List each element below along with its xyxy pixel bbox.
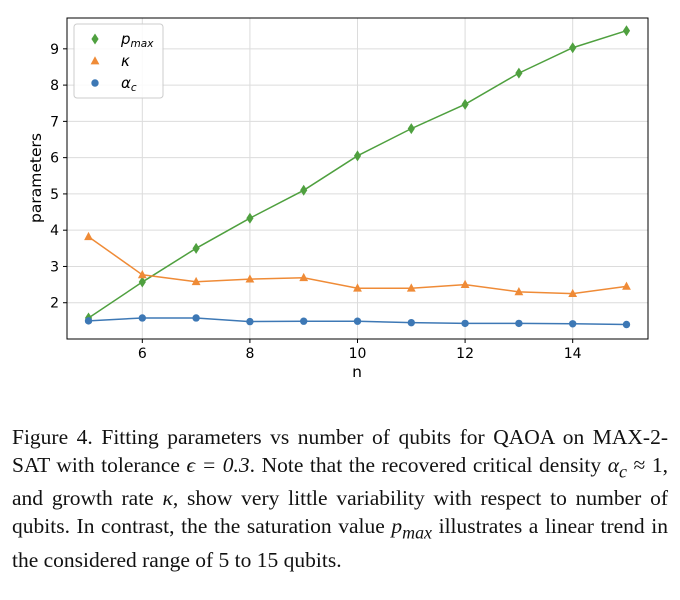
y-tick-label: 5 [50, 187, 59, 203]
x-tick-label: 14 [564, 346, 582, 362]
data-point-alpha-c [138, 314, 147, 322]
data-point-alpha-c [568, 320, 577, 328]
data-point-pmax [138, 276, 146, 288]
grid [67, 18, 648, 339]
data-point-kappa [460, 279, 470, 288]
caption-math-kappa: κ [162, 486, 173, 511]
chart-figure: 6 8 10 12 14 2 3 4 5 6 7 8 9 n parameters pmax κ αc [27, 17, 649, 381]
caption-text: . Note that the recovered critical densi… [249, 452, 608, 477]
data-point-kappa [568, 288, 578, 298]
data-point-kappa [84, 231, 93, 241]
data-point-pmax [515, 67, 523, 79]
data-point-alpha-c [192, 314, 200, 322]
data-point-pmax [461, 98, 469, 110]
legend-marker-kappa [90, 56, 100, 65]
y-tick-label: 8 [50, 78, 59, 94]
data-point-kappa [137, 270, 147, 279]
data-point-kappa [622, 281, 631, 290]
x-axis-label: n [352, 363, 362, 381]
data-point-pmax [569, 42, 577, 54]
data-point-kappa [299, 272, 309, 282]
caption-math-pmax-subscript: max [402, 522, 432, 543]
data-point-pmax [622, 25, 631, 37]
caption-math-pmax: p [391, 514, 403, 539]
data-point-kappa [514, 287, 524, 296]
data-point-kappa [191, 276, 201, 286]
data-point-alpha-c [84, 317, 93, 325]
data-point-pmax [300, 184, 308, 196]
x-tick-label: 6 [138, 346, 147, 362]
caption-math-alpha-subscript: c [619, 460, 627, 481]
data-point-pmax [192, 242, 200, 254]
data-point-pmax [353, 150, 362, 162]
data-point-alpha-c [461, 319, 469, 328]
y-tick-label: 6 [50, 151, 59, 167]
x-tick-label: 8 [245, 346, 254, 362]
caption-math-alpha: α [607, 452, 620, 477]
data-point-pmax [407, 123, 415, 135]
legend-box [73, 23, 164, 99]
figure-caption: Figure 4. Fitting parameters vs number o… [12, 424, 668, 575]
data-point-pmax [246, 212, 254, 224]
data-point-kappa [245, 274, 255, 283]
y-tick-label: 3 [50, 259, 59, 275]
data-point-alpha-c [300, 317, 308, 325]
legend-label-alpha-c-subscript: c [131, 82, 137, 94]
caption-text: , show very little variability with resp… [12, 486, 669, 539]
y-tick-label: 2 [50, 296, 59, 312]
legend-marker-pmax [91, 33, 99, 45]
data-series [84, 25, 631, 329]
legend-label-pmax-subscript: max [131, 38, 155, 50]
data-point-alpha-c [515, 319, 523, 328]
data-point-alpha-c [246, 317, 254, 326]
y-axis-label: parameters [27, 133, 45, 223]
data-point-kappa [353, 283, 362, 292]
y-tick-label: 7 [50, 114, 59, 130]
axis-ticks: 6 8 10 12 14 2 3 4 5 6 7 8 9 [50, 42, 582, 362]
x-tick-label: 12 [456, 346, 474, 362]
caption-text: illustrates a linear trend in the consid… [12, 514, 669, 572]
caption-math-epsilon: ϵ = 0.3 [186, 452, 250, 477]
data-point-alpha-c [622, 320, 631, 329]
y-tick-label: 9 [50, 42, 59, 58]
x-tick-label: 10 [349, 346, 367, 362]
caption-text: Figure 4. Fitting parameters vs number o… [12, 425, 668, 477]
data-point-alpha-c [407, 318, 415, 327]
data-point-kappa [406, 283, 416, 292]
y-tick-label: 4 [50, 223, 59, 239]
data-point-alpha-c [353, 317, 362, 325]
caption-text: ≈ 1, and growth rate [12, 452, 668, 511]
legend-marker-alpha-c [91, 79, 99, 87]
legend-label-kappa: κ [121, 52, 130, 70]
